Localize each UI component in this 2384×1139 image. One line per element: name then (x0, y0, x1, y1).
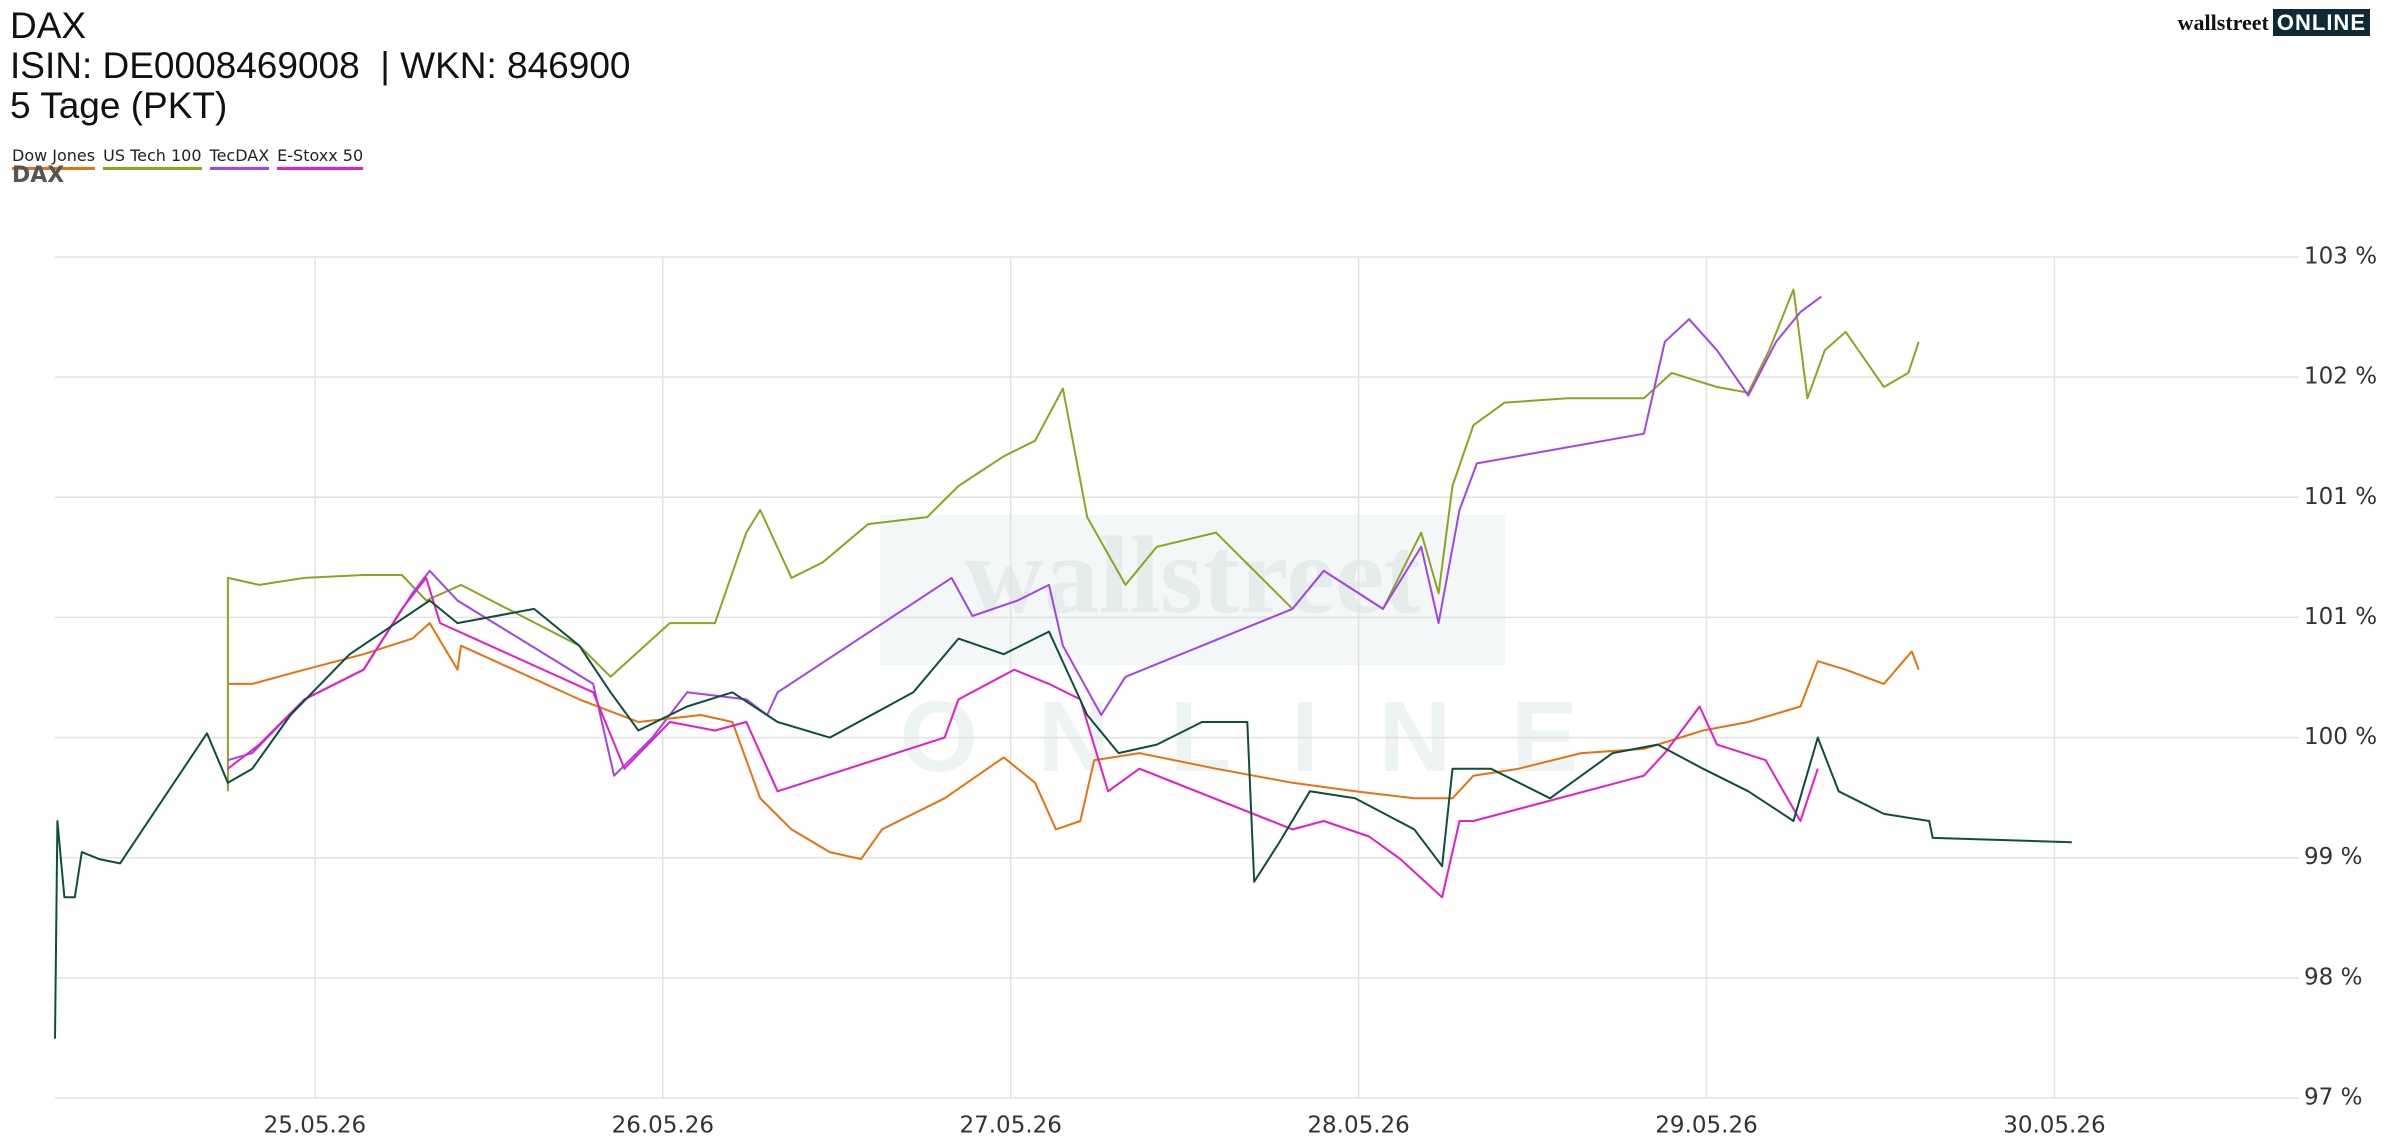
x-tick-label: 25.05.26 (264, 1113, 366, 1139)
logo-suffix: ONLINE (2272, 9, 2370, 36)
legend-entry[interactable]: US Tech 100 (103, 146, 202, 170)
y-tick-label: 97 % (2304, 1085, 2362, 1111)
x-tick-label: 27.05.26 (959, 1113, 1061, 1139)
logo: wallstreet ONLINE (2177, 9, 2370, 36)
legend-entry[interactable]: TecDAX (209, 146, 270, 170)
legend-entry[interactable]: DAX (12, 163, 65, 188)
x-tick-label: 28.05.26 (1307, 1113, 1409, 1139)
logo-brand: wallstreet (2177, 10, 2269, 35)
y-tick-label: 100 % (2304, 724, 2377, 750)
legend-entry[interactable]: Dow Jones (12, 146, 96, 170)
y-tick-label: 101 % (2304, 484, 2377, 510)
y-tick-label: 103 % (2304, 244, 2377, 270)
y-tick-label: 99 % (2304, 844, 2362, 870)
identifiers: ISIN: DE0008469008 | WKN: 846900 (10, 45, 631, 86)
legend: Dow Jones US Tech 100 TecDAX E-Stoxx 50 DAX (12, 146, 612, 188)
period: 5 Tage (PKT) (10, 85, 228, 126)
y-tick-label: 102 % (2304, 364, 2377, 390)
series-line (227, 295, 1822, 777)
series-line (226, 288, 1920, 792)
legend-entry[interactable]: E-Stoxx 50 (277, 146, 364, 170)
y-tick-label: 101 % (2304, 604, 2377, 630)
x-tick-label: 26.05.26 (612, 1113, 714, 1139)
series-line (227, 576, 1819, 899)
series-line (227, 622, 1920, 861)
y-tick-label: 98 % (2304, 964, 2362, 990)
x-tick-label: 30.05.26 (2003, 1113, 2105, 1139)
series-line (54, 599, 2072, 1039)
x-tick-label: 29.05.26 (1655, 1113, 1757, 1139)
watermark: wallstreet (880, 515, 1505, 665)
title: DAX (10, 5, 87, 46)
